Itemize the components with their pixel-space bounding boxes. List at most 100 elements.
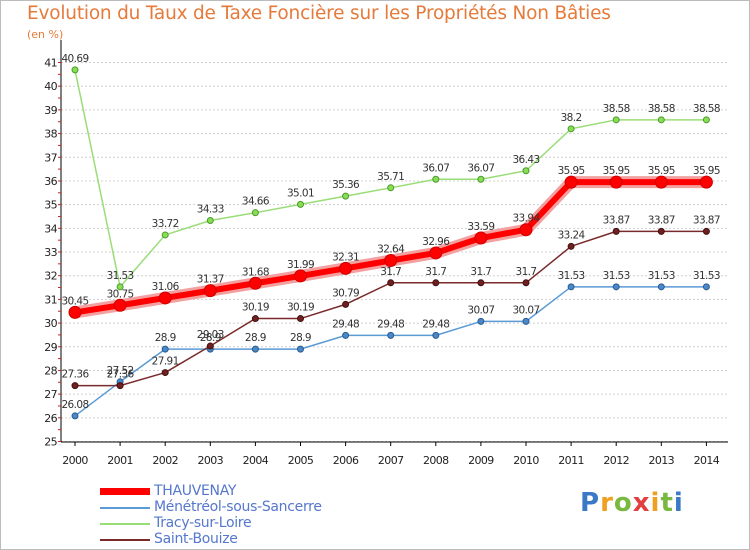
legend-label: Ménétréol-sous-Sancerre — [154, 499, 322, 515]
data-label: 31.7 — [380, 266, 401, 278]
data-point — [432, 279, 440, 287]
chart-unit: (en %) — [27, 28, 64, 41]
y-tick-label: 27 — [44, 388, 57, 401]
data-label: 29.48 — [332, 318, 359, 330]
data-label: 38.58 — [603, 103, 630, 115]
x-tick-label: 2002 — [152, 454, 178, 467]
data-point — [113, 298, 127, 312]
data-label: 36.07 — [467, 162, 494, 174]
data-label: 30.19 — [242, 302, 269, 314]
data-label: 31.53 — [603, 270, 630, 282]
data-point — [567, 125, 575, 133]
data-label: 33.72 — [152, 218, 179, 230]
data-label: 31.53 — [107, 270, 134, 282]
data-label: 31.53 — [693, 270, 720, 282]
data-point — [387, 279, 395, 287]
data-point — [387, 184, 395, 192]
y-tick-label: 34 — [44, 222, 57, 235]
data-label: 31.68 — [242, 266, 269, 278]
data-point — [429, 246, 443, 260]
y-tick-label: 36 — [44, 175, 57, 188]
legend-item: Tracy-sur-Loire — [100, 515, 400, 532]
legend-label: THAUVENAY — [154, 483, 237, 499]
data-point — [657, 116, 665, 124]
data-label: 33.87 — [603, 214, 630, 226]
x-tick-label: 2013 — [648, 454, 674, 467]
data-point — [68, 305, 82, 319]
x-tick-label: 2004 — [243, 454, 269, 467]
data-label: 27.52 — [107, 365, 134, 377]
y-tick-label: 37 — [44, 151, 57, 164]
data-point — [251, 209, 259, 217]
legend-item: Ménétréol-sous-Sancerre — [100, 499, 400, 516]
data-point — [342, 300, 350, 308]
data-point — [522, 317, 530, 325]
data-label: 31.7 — [516, 266, 537, 278]
data-point — [477, 279, 485, 287]
data-label: 33.24 — [558, 229, 586, 241]
data-label: 34.33 — [197, 203, 224, 215]
y-tick-label: 29 — [44, 341, 57, 354]
y-tick-label: 33 — [44, 246, 57, 259]
data-point — [432, 175, 440, 183]
data-label: 35.71 — [377, 171, 404, 183]
x-tick-label: 2001 — [107, 454, 133, 467]
chart-title: Evolution du Taux de Taxe Foncière sur l… — [27, 3, 611, 24]
data-label: 33.87 — [693, 214, 720, 226]
data-label: 28.9 — [290, 332, 311, 344]
y-tick-label: 38 — [44, 128, 57, 141]
data-point — [339, 261, 353, 275]
data-point — [702, 116, 710, 124]
data-label: 28.9 — [245, 332, 266, 344]
y-tick-label: 39 — [44, 104, 57, 117]
proxiti-logo: Proxiti — [580, 488, 684, 518]
data-point — [71, 382, 79, 390]
data-label: 32.96 — [422, 236, 450, 248]
data-label: 35.36 — [332, 179, 360, 191]
x-tick-label: 2005 — [288, 454, 314, 467]
x-tick-label: 2009 — [468, 454, 494, 467]
y-tick-label: 26 — [44, 412, 57, 425]
data-label: 31.06 — [152, 281, 180, 293]
x-tick-label: 2006 — [333, 454, 359, 467]
data-label: 34.66 — [242, 196, 270, 208]
y-tick-label: 25 — [44, 436, 57, 449]
data-label: 36.07 — [422, 162, 449, 174]
data-point — [474, 231, 488, 245]
x-tick-label: 2000 — [62, 454, 88, 467]
series-line-1 — [74, 286, 707, 417]
data-point — [161, 231, 169, 239]
data-point — [251, 315, 259, 323]
x-tick-label: 2014 — [694, 454, 720, 467]
data-label: 30.75 — [107, 288, 134, 300]
data-label: 35.95 — [693, 165, 720, 177]
legend-swatch — [100, 523, 150, 525]
x-tick-label: 2003 — [197, 454, 223, 467]
data-label: 30.07 — [467, 304, 494, 316]
data-point — [342, 331, 350, 339]
data-label: 28.9 — [200, 332, 221, 344]
data-label: 33.87 — [648, 214, 675, 226]
legend-item: THAUVENAY — [100, 483, 400, 500]
x-tick-label: 2007 — [378, 454, 404, 467]
data-label: 35.95 — [603, 165, 630, 177]
data-label: 32.64 — [377, 244, 405, 256]
legend-swatch — [100, 507, 150, 509]
data-point — [567, 242, 575, 250]
y-tick-label: 35 — [44, 199, 57, 212]
y-tick-label: 28 — [44, 364, 57, 377]
data-point — [161, 345, 169, 353]
legend-item: Saint-Bouize — [100, 531, 400, 548]
data-point — [206, 342, 214, 350]
data-point — [564, 175, 578, 189]
data-point — [477, 317, 485, 325]
data-label: 27.36 — [107, 369, 135, 381]
data-label: 26.08 — [61, 399, 88, 411]
data-point — [432, 331, 440, 339]
legend-label: Saint-Bouize — [154, 531, 238, 547]
data-label: 38.58 — [693, 103, 720, 115]
data-label: 31.53 — [648, 270, 675, 282]
y-tick-label: 30 — [44, 317, 57, 330]
data-point — [297, 315, 304, 323]
data-label: 30.45 — [61, 295, 88, 307]
